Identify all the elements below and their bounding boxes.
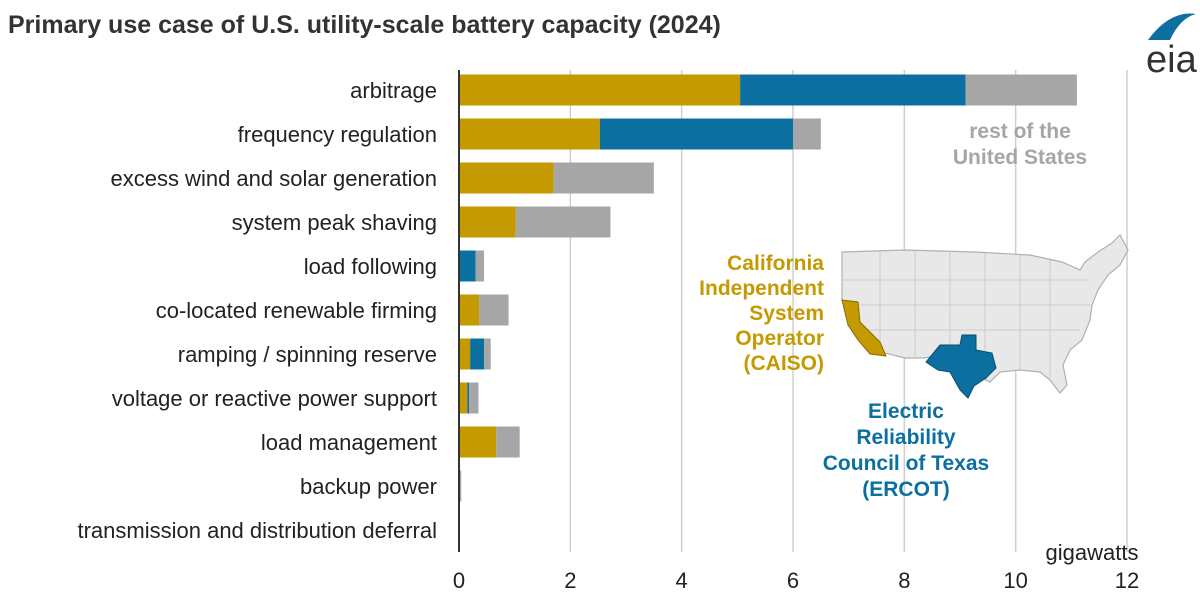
unit-label: gigawatts xyxy=(1046,540,1139,565)
category-label: frequency regulation xyxy=(238,122,437,147)
chart-title: Primary use case of U.S. utility-scale b… xyxy=(8,11,721,39)
bar-segment-series-2-row-4 xyxy=(475,250,485,282)
bar-segment-series-2-row-2 xyxy=(553,162,654,194)
bar-segment-series-0-row-8 xyxy=(459,426,497,458)
annotation-ercot: Electric Reliability Council of Texas (E… xyxy=(823,400,989,501)
category-label: co-located renewable firming xyxy=(156,298,437,323)
annotation-caiso: California Independent System Operator (… xyxy=(699,252,824,375)
annotation-ercot-line-3: Council of Texas xyxy=(823,452,989,475)
x-tick-label: 12 xyxy=(1115,568,1139,593)
category-label: load management xyxy=(261,430,437,455)
annotation-caiso-line-3: System xyxy=(749,302,824,325)
category-label: transmission and distribution deferral xyxy=(77,518,437,543)
bar-segment-series-2-row-5 xyxy=(479,294,509,326)
category-labels: arbitrage frequency regulation excess wind… xyxy=(77,78,437,543)
bar-segment-series-2-row-6 xyxy=(484,338,491,370)
annotation-ercot-line-4: (ERCOT) xyxy=(862,478,950,501)
bar-segment-series-0-row-6 xyxy=(459,338,471,370)
x-tick-label: 4 xyxy=(676,568,688,593)
bars xyxy=(459,74,1077,546)
eia-logo: eia xyxy=(1146,13,1198,81)
bar-segment-series-1-row-0 xyxy=(740,74,966,106)
us-map-inset xyxy=(841,234,1129,399)
bar-segment-series-0-row-2 xyxy=(459,162,554,194)
bar-segment-series-0-row-7 xyxy=(459,382,468,414)
bar-segment-series-0-row-3 xyxy=(459,206,516,238)
category-label: excess wind and solar generation xyxy=(110,166,437,191)
annotation-ercot-line-2: Reliability xyxy=(856,426,956,449)
category-label: voltage or reactive power support xyxy=(112,386,437,411)
category-label: system peak shaving xyxy=(232,210,437,235)
california-shape xyxy=(841,299,887,357)
x-tick-label: 10 xyxy=(1003,568,1027,593)
bar-segment-series-2-row-1 xyxy=(793,118,821,150)
eia-logo-swoosh xyxy=(1148,13,1196,40)
annotation-caiso-line-4: Operator xyxy=(735,327,824,350)
x-tick-labels: 0 2 4 6 8 10 12 xyxy=(453,568,1139,593)
bar-segment-series-0-row-5 xyxy=(459,294,480,326)
texas-shape xyxy=(925,334,997,399)
annotation-rest-of-us: rest of the United States xyxy=(953,120,1087,169)
bar-segment-series-2-row-0 xyxy=(965,74,1077,106)
annotation-caiso-line-1: California xyxy=(727,252,824,275)
bar-segment-series-2-row-8 xyxy=(496,426,520,458)
bar-segment-series-2-row-9 xyxy=(459,470,462,502)
bar-segment-series-0-row-1 xyxy=(459,118,600,150)
x-tick-label: 8 xyxy=(898,568,910,593)
category-label: load following xyxy=(304,254,437,279)
eia-logo-text: eia xyxy=(1146,39,1198,81)
x-tick-label: 0 xyxy=(453,568,465,593)
bar-segment-series-1-row-1 xyxy=(599,118,793,150)
bar-segment-series-1-row-4 xyxy=(459,250,476,282)
category-label: backup power xyxy=(300,474,437,499)
annotation-caiso-line-5: (CAISO) xyxy=(744,352,825,375)
x-tick-label: 2 xyxy=(564,568,576,593)
annotation-caiso-line-2: Independent xyxy=(699,277,824,300)
bar-segment-series-2-row-3 xyxy=(515,206,611,238)
bar-segment-series-2-row-7 xyxy=(469,382,479,414)
us-map-state-lines xyxy=(842,251,1090,378)
annotation-rest-line-1: rest of the xyxy=(969,120,1071,143)
bar-segment-series-1-row-7 xyxy=(467,382,470,414)
bar-segment-series-1-row-6 xyxy=(470,338,485,370)
category-label: arbitrage xyxy=(350,78,437,103)
annotation-rest-line-2: United States xyxy=(953,146,1087,169)
annotation-ercot-line-1: Electric xyxy=(868,400,944,423)
bar-segment-series-0-row-0 xyxy=(459,74,741,106)
x-tick-label: 6 xyxy=(787,568,799,593)
category-label: ramping / spinning reserve xyxy=(178,342,437,367)
